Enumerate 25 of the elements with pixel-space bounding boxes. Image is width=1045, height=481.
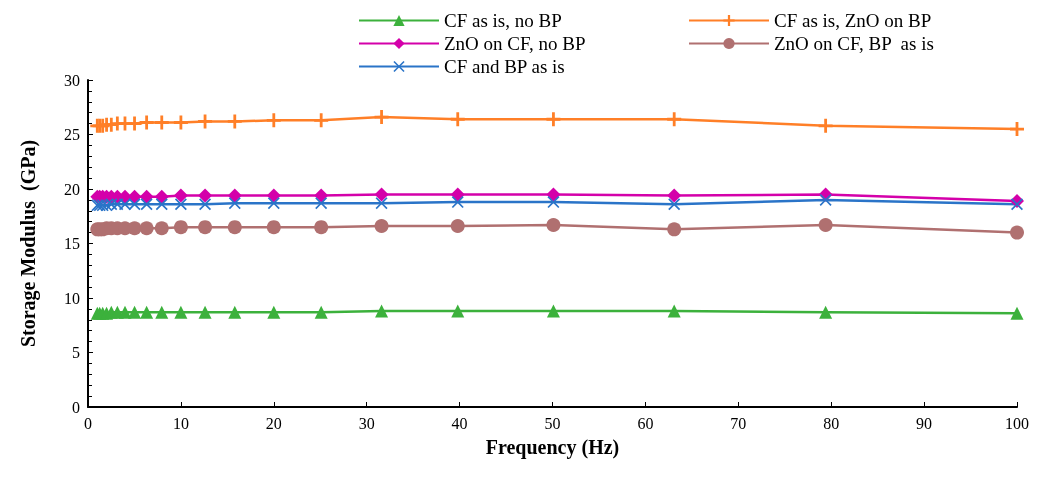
- y-tick-label: 10: [64, 289, 80, 307]
- x-tick-label: 50: [544, 414, 561, 432]
- y-axis-title: Storage Modulus (GPa): [17, 139, 40, 348]
- legend-label: CF and BP as is: [444, 56, 565, 77]
- legend-label: CF as is, ZnO on BP: [774, 10, 932, 31]
- x-tick-label: 70: [730, 414, 747, 432]
- x-tick-label: 30: [358, 414, 375, 432]
- x-tick-label: 40: [451, 414, 468, 432]
- x-tick-label: 90: [916, 414, 933, 432]
- x-tick-label: 60: [637, 414, 654, 432]
- legend-label: ZnO on CF, no BP: [444, 33, 586, 54]
- legend-label: ZnO on CF, BP as is: [774, 33, 934, 54]
- y-tick-label: 5: [72, 344, 80, 361]
- x-axis-title: Frequency (Hz): [485, 436, 620, 459]
- x-tick-label: 0: [84, 414, 92, 432]
- x-tick-label: 80: [823, 414, 840, 432]
- y-tick-label: 0: [72, 398, 80, 416]
- x-tick-label: 10: [172, 414, 189, 432]
- y-tick-label: 20: [64, 180, 80, 198]
- y-tick-label: 30: [64, 71, 80, 89]
- x-tick-label: 100: [1005, 414, 1029, 432]
- y-tick-label: 15: [64, 235, 80, 252]
- y-tick-label: 25: [64, 126, 80, 143]
- legend-label: CF as is, no BP: [444, 10, 562, 31]
- x-tick-label: 20: [265, 414, 282, 432]
